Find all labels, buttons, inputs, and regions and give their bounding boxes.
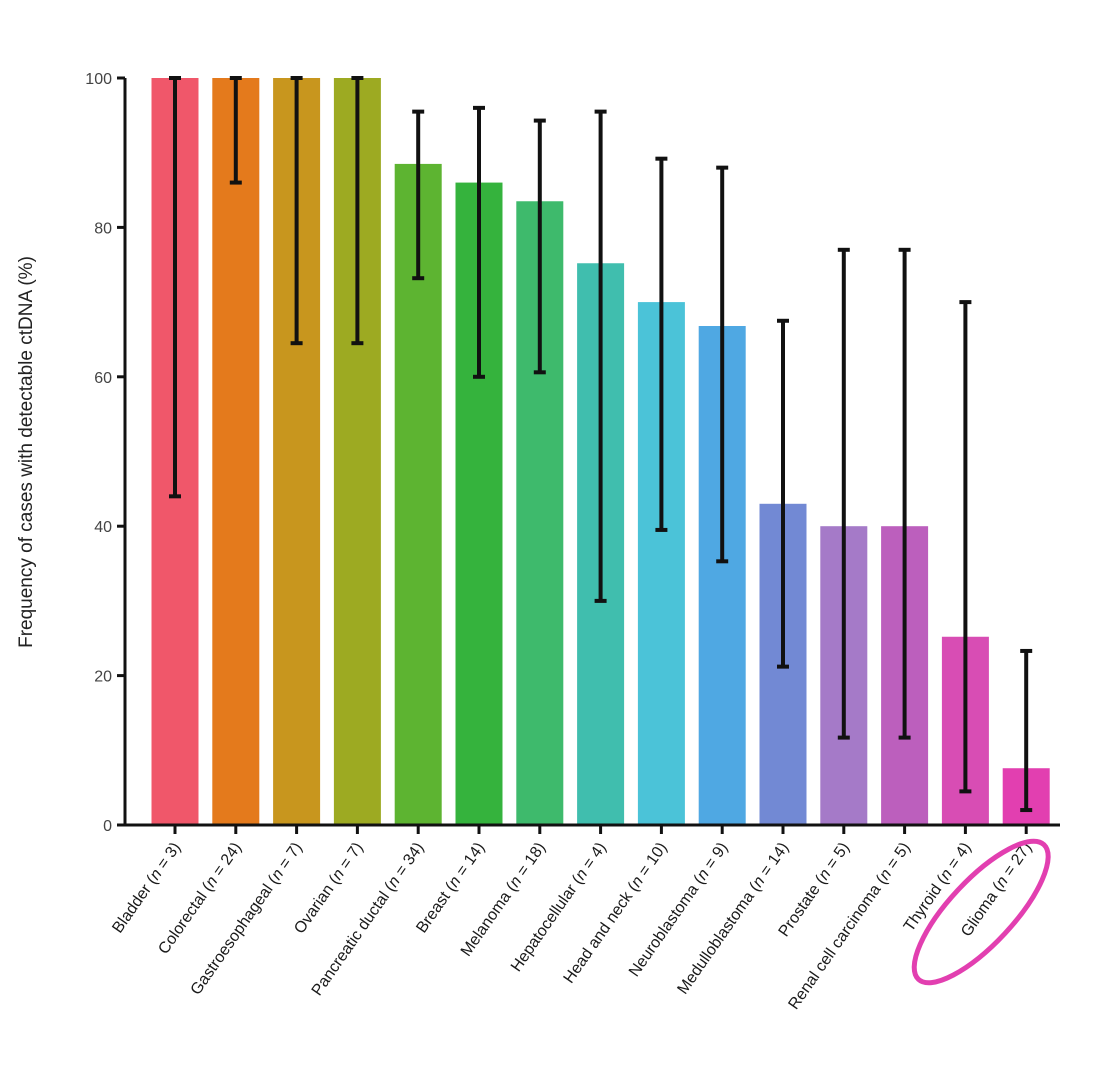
x-label-renal-cell-carcinoma: Renal cell carcinoma (n = 5) <box>785 840 913 1013</box>
y-tick-label-40: 40 <box>94 519 112 536</box>
error-bar-bladder <box>169 76 181 499</box>
error-bar-renal-cell-carcinoma <box>898 247 911 740</box>
x-labels-layer: Bladder (n = 3)Colorectal (n = 24)Gastro… <box>109 840 1035 1013</box>
error-bar-gastroesophageal <box>290 76 303 346</box>
error-bar-hepatocellular <box>594 109 607 603</box>
error-bar-breast <box>473 105 485 379</box>
error-bar-colorectal <box>229 76 242 185</box>
highlight-layer <box>911 838 1051 986</box>
y-axis-label: Frequency of cases with detectable ctDNA… <box>16 256 37 648</box>
error-bar-melanoma <box>533 118 546 375</box>
y-tick-label-60: 60 <box>94 370 112 387</box>
x-label-head-and-neck: Head and neck (n = 10) <box>561 840 671 987</box>
y-tick-label-80: 80 <box>94 220 112 237</box>
error-bar-ovarian <box>351 76 364 346</box>
bar-colorectal <box>212 78 260 825</box>
y-tick-label-100: 100 <box>85 71 112 88</box>
x-label-pancreatic-ductal: Pancreatic ductal (n = 34) <box>309 840 428 999</box>
error-bar-neuroblastoma <box>716 165 729 564</box>
error-bar-glioma <box>1020 648 1033 813</box>
highlight-ellipse <box>911 838 1051 986</box>
y-ticks-layer: 0 20 40 60 80 100 <box>85 71 125 835</box>
error-bar-medulloblastoma <box>777 318 789 669</box>
error-bar-prostate <box>837 247 850 740</box>
error-bar-pancreatic-ductal <box>412 109 425 281</box>
error-bar-thyroid <box>959 300 972 794</box>
bars-layer <box>151 78 1050 826</box>
x-label-gastroesophageal: Gastroesophageal (n = 7) <box>188 840 306 999</box>
axes-layer <box>123 78 1060 834</box>
y-tick-label-0: 0 <box>103 818 112 835</box>
error-bar-head-and-neck <box>655 156 668 532</box>
x-label-medulloblastoma: Medulloblastoma (n = 14) <box>675 840 793 998</box>
y-tick-label-20: 20 <box>94 669 112 686</box>
errorbars-layer <box>169 76 1033 813</box>
